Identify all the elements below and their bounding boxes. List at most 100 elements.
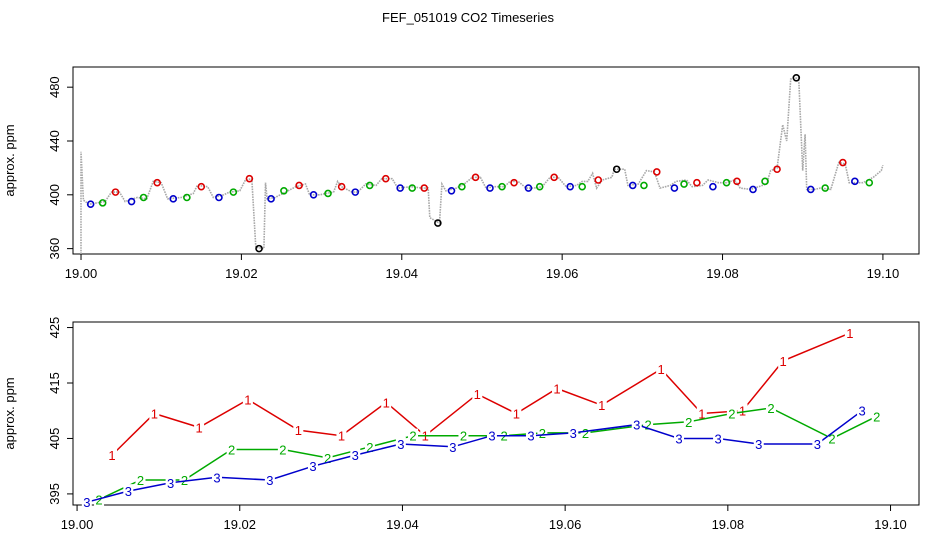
x-tick-label: 19.00 xyxy=(61,517,94,532)
sample-marker xyxy=(280,186,288,195)
sample-marker xyxy=(98,199,107,207)
sample-marker xyxy=(197,182,206,191)
sample-marker xyxy=(229,188,238,196)
series-2-point: 2 xyxy=(460,429,467,444)
series-2-point: 2 xyxy=(95,492,102,507)
series-point-bg xyxy=(778,353,789,368)
series-point-bg xyxy=(307,459,318,474)
series-point-bg xyxy=(107,448,118,463)
series-3-point: 3 xyxy=(167,476,174,491)
series-2-point: 2 xyxy=(828,431,835,446)
sample-marker xyxy=(773,165,781,174)
series-point-bg xyxy=(486,428,497,443)
series-1-point: 1 xyxy=(658,362,665,377)
sample-marker xyxy=(408,184,417,192)
x-tick-label: 19.06 xyxy=(546,266,579,281)
series-2-point: 2 xyxy=(279,443,286,458)
series-2-point: 2 xyxy=(366,440,373,455)
series-3-point: 3 xyxy=(352,448,359,463)
sample-marker xyxy=(792,73,801,82)
series-2-point: 2 xyxy=(228,443,235,458)
series-point-bg xyxy=(696,406,707,421)
sample-marker xyxy=(722,178,731,187)
series-point-bg xyxy=(447,439,458,454)
sample-marker xyxy=(245,174,254,183)
series-point-bg xyxy=(871,409,882,424)
sample-marker xyxy=(486,184,494,192)
x-tick-label: 19.10 xyxy=(867,266,900,281)
sample-marker xyxy=(255,244,263,253)
bottom-panel: 19.00 19.02 19.04 19.06 19.08 19.10 395 405 415 4… xyxy=(2,317,920,532)
sample-marker xyxy=(267,195,275,203)
series-point-bg xyxy=(381,395,392,410)
y-tick-label: 395 xyxy=(47,483,62,505)
sample-marker xyxy=(295,181,303,190)
series-3-point: 3 xyxy=(397,437,404,452)
series-point-bg xyxy=(552,381,563,396)
series-point-bg xyxy=(737,403,748,418)
series-point-bg xyxy=(713,431,724,446)
series-2-point: 2 xyxy=(409,429,416,444)
sample-marker xyxy=(127,197,136,206)
series-point-bg xyxy=(812,437,823,451)
top-panel: 19.00 19.02 19.04 19.06 19.08 19.10 360 400 440 4… xyxy=(2,66,920,281)
series-point-bg xyxy=(264,473,275,488)
y-axis-label: approx. ppm xyxy=(2,377,17,449)
sample-marker xyxy=(865,178,874,187)
series-point-bg xyxy=(123,484,134,499)
series-2-line xyxy=(98,407,878,501)
series-2-point: 2 xyxy=(873,409,880,424)
sample-marker xyxy=(420,184,429,192)
series-3-point: 3 xyxy=(714,431,721,446)
sample-marker xyxy=(612,165,621,174)
y-tick-label: 360 xyxy=(47,238,62,260)
chart-title: FEF_051019 CO2 Timeseries xyxy=(382,10,554,25)
series-1-point: 1 xyxy=(513,407,520,422)
sample-marker xyxy=(693,178,701,187)
series-1-point: 1 xyxy=(108,448,115,463)
series-point-bg xyxy=(857,403,868,418)
series-1-point: 1 xyxy=(598,398,605,413)
series-1-point: 1 xyxy=(553,382,560,397)
sample-marker xyxy=(566,182,574,191)
series-3-point: 3 xyxy=(213,470,220,485)
series-point-bg xyxy=(408,428,419,443)
series-point-bg xyxy=(580,425,591,440)
series-point-bg xyxy=(350,448,361,463)
sample-marker xyxy=(670,184,679,192)
series-1-point: 1 xyxy=(383,395,390,410)
y-tick-label: 400 xyxy=(47,184,62,206)
series-3-point: 3 xyxy=(83,495,90,510)
series-1-point: 1 xyxy=(244,393,251,408)
plot-frame xyxy=(72,321,920,506)
series-2-point: 2 xyxy=(645,418,652,433)
x-tick-label: 19.08 xyxy=(706,266,739,281)
y-axis-label: approx. ppm xyxy=(2,124,17,196)
series-2-point: 2 xyxy=(137,473,144,488)
sample-marker xyxy=(594,176,603,184)
y-tick-label: 480 xyxy=(47,76,62,98)
series-point-bg xyxy=(511,406,522,421)
series-point-bg xyxy=(826,431,837,446)
sample-marker xyxy=(381,174,390,183)
series-1-point: 1 xyxy=(338,429,345,444)
x-tick-label: 19.08 xyxy=(712,517,745,532)
sample-marker xyxy=(396,184,404,192)
x-tick-label: 19.02 xyxy=(223,517,256,532)
sample-marker xyxy=(169,195,178,203)
sample-marker xyxy=(640,181,648,190)
x-tick-label: 19.04 xyxy=(386,517,419,532)
series-2-point: 2 xyxy=(767,401,774,416)
series-3-point: 3 xyxy=(814,437,821,452)
series-2-point: 2 xyxy=(324,451,331,466)
series-3-point: 3 xyxy=(266,473,273,488)
sample-marker xyxy=(733,177,741,186)
sample-marker xyxy=(365,181,374,190)
sample-marker xyxy=(851,177,859,186)
series-point-bg xyxy=(525,428,536,443)
series-1-point: 1 xyxy=(739,404,746,419)
series-point-bg xyxy=(149,406,160,421)
series-point-bg xyxy=(226,442,237,457)
sample-marker xyxy=(309,191,318,199)
